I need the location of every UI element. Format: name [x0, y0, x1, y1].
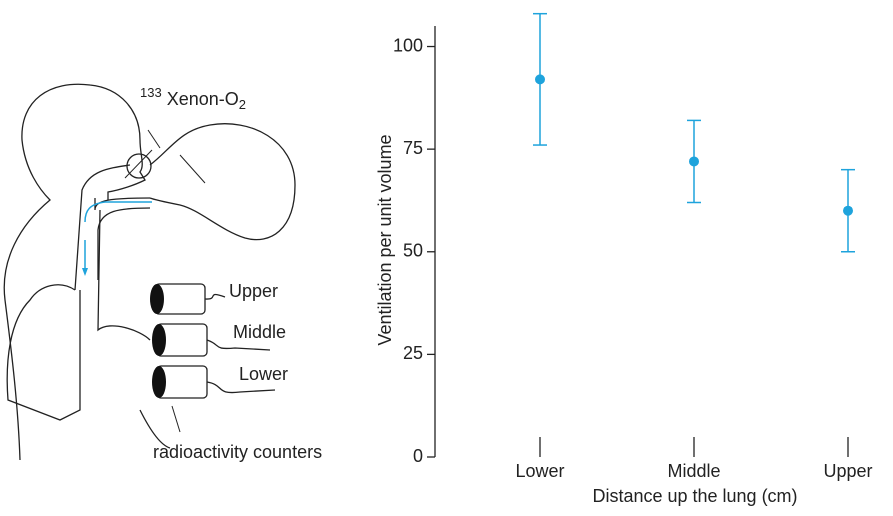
x-tick-label: Upper	[823, 461, 872, 481]
counter-head	[152, 366, 166, 398]
y-tick-label: 0	[413, 446, 423, 466]
isotope: 133	[140, 85, 162, 100]
point	[689, 156, 699, 167]
x-tick-label: Lower	[515, 461, 564, 481]
point	[535, 74, 545, 85]
x-axis-label: Distance up the lung (cm)	[592, 486, 797, 506]
counter-head	[150, 284, 164, 314]
x-tick-label: Middle	[667, 461, 720, 481]
counter-head	[152, 324, 166, 356]
counter-label: Middle	[233, 322, 286, 342]
caption-arrow	[171, 405, 181, 433]
gas-label: 133 Xenon-O2	[140, 85, 246, 112]
gas-name: Xenon-O	[167, 89, 239, 109]
y-tick-label: 25	[403, 343, 423, 363]
diagram: 133 Xenon-O2 Upper Middle Lower radioacti…	[3, 83, 322, 462]
y-tick-label: 100	[393, 35, 423, 55]
point	[843, 205, 853, 216]
gas-subscript: 2	[239, 97, 246, 112]
counter-label: Lower	[239, 364, 288, 384]
counters	[150, 283, 276, 433]
y-tick-label: 75	[403, 138, 423, 158]
valve	[124, 149, 153, 179]
chart: Ventilation per unit volume Distance up …	[375, 12, 873, 506]
arrow-bag	[179, 154, 206, 184]
mouthpiece	[126, 153, 152, 179]
flow-arrow	[84, 201, 152, 272]
y-tick-label: 50	[403, 241, 423, 261]
airway	[6, 164, 151, 421]
counter-label: Upper	[229, 281, 278, 301]
body-outline	[3, 83, 171, 461]
wire	[206, 381, 276, 394]
arrow-gas	[147, 129, 161, 149]
wire	[204, 293, 226, 300]
gas-bag	[149, 123, 296, 241]
y-axis-label: Ventilation per unit volume	[375, 134, 395, 345]
caption: radioactivity counters	[153, 442, 322, 462]
wire	[206, 339, 271, 351]
flow-arrowhead	[82, 268, 88, 276]
